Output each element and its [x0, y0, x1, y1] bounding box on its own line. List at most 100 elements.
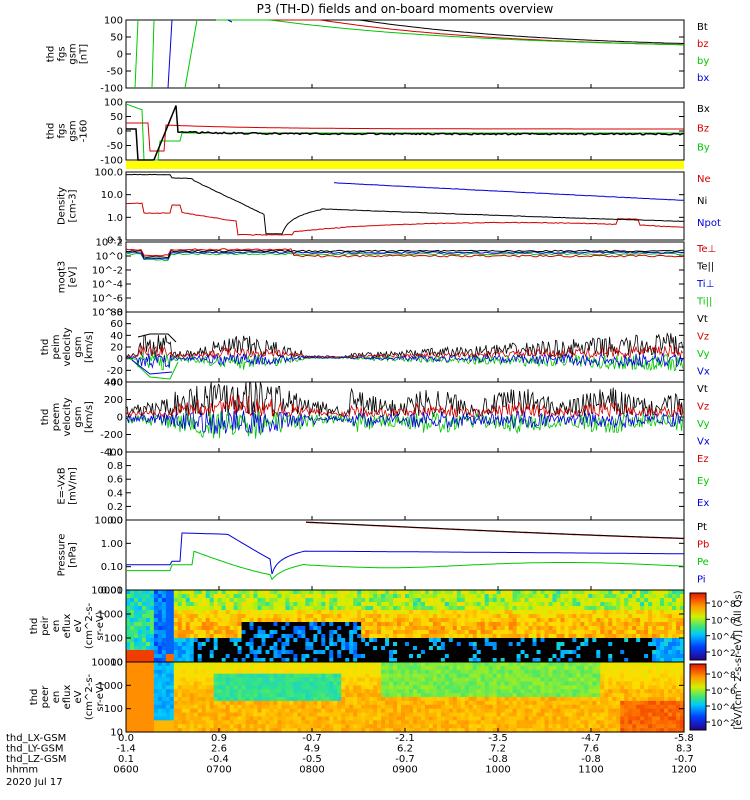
peir-heatmap-cell	[420, 650, 426, 655]
peir-heatmap-cell	[480, 610, 486, 615]
peer-heatmap-cell	[173, 685, 179, 690]
peer-heatmap-cell	[165, 677, 171, 683]
peir-heatmap-cell	[157, 630, 163, 635]
peir-heatmap-cell	[209, 638, 215, 643]
peir-heatmap-cell	[504, 642, 510, 647]
peer-heatmap-cell	[333, 728, 338, 733]
peer-heatmap-cell	[133, 724, 139, 729]
peer-heatmap-cell	[636, 685, 641, 690]
peer-heatmap-cell	[560, 724, 566, 729]
peir-heatmap-cell	[532, 618, 538, 623]
peer-heatmap-cell	[596, 700, 601, 706]
peir-heatmap-cell	[201, 634, 207, 639]
peir-heatmap-cell	[177, 602, 183, 607]
peir-heatmap-cell	[580, 590, 585, 595]
peir-heatmap-cell	[528, 638, 534, 643]
peer-heatmap-cell	[237, 716, 243, 721]
peer-heatmap-cell	[552, 720, 558, 725]
peir-heatmap-cell	[297, 630, 302, 635]
peir-heatmap-cell	[209, 634, 215, 639]
peir-heatmap-cell	[628, 634, 633, 639]
peer-heatmap-cell	[189, 673, 195, 679]
peer-heatmap-cell	[377, 720, 382, 725]
peir-heatmap-cell	[209, 642, 215, 647]
peir-heatmap-cell	[281, 606, 287, 611]
peir-heatmap-cell	[672, 654, 677, 659]
peir-heatmap-cell	[444, 642, 450, 647]
peer-heatmap-cell	[237, 728, 243, 733]
peer-heatmap-cell	[568, 669, 573, 675]
peer-heatmap-cell	[588, 708, 593, 714]
peir-heatmap-cell	[277, 654, 283, 659]
peir-heatmap-cell	[241, 598, 247, 603]
peer-heatmap-cell	[520, 662, 526, 667]
peir-heatmap-cell	[285, 594, 291, 599]
peir-heatmap-cell	[432, 642, 438, 647]
peir-heatmap-cell	[253, 658, 259, 663]
peir-heatmap-cell	[608, 602, 613, 607]
peir-heatmap-cell	[424, 634, 430, 639]
peir-heatmap-cell	[377, 594, 382, 599]
peer-heatmap-cell	[664, 677, 669, 683]
peir-heatmap-cell	[381, 626, 386, 631]
peir-heatmap-cell	[357, 602, 362, 607]
peir-heatmap-cell	[309, 626, 314, 631]
peir-heatmap-cell	[488, 654, 494, 659]
peir-heatmap-cell	[672, 646, 677, 651]
peir-heatmap-cell	[672, 602, 677, 607]
peir-heatmap-cell	[249, 590, 255, 595]
peir-heatmap-cell	[576, 610, 581, 615]
peir-heatmap-cell	[289, 590, 294, 595]
peir-heatmap-cell	[428, 658, 434, 663]
peer-heatmap-cell	[277, 697, 283, 702]
peer-heatmap-cell	[548, 708, 554, 714]
peir-heatmap-cell	[325, 610, 330, 615]
peir-heatmap-cell	[353, 590, 358, 595]
peer-heatmap-cell	[361, 704, 366, 710]
peer-heatmap-cell	[576, 689, 581, 694]
peer-heatmap-cell	[157, 685, 163, 690]
peir-heatmap-cell	[133, 630, 139, 635]
peir-heatmap-cell	[668, 638, 673, 643]
peer-heatmap-cell	[648, 716, 653, 721]
peer-heatmap-cell	[317, 681, 322, 686]
peir-heatmap-cell	[201, 614, 207, 619]
peer-heatmap-cell	[588, 712, 593, 718]
peir-heatmap-cell	[632, 650, 637, 655]
peir-heatmap-cell	[145, 610, 151, 615]
peer-heatmap-cell	[169, 720, 175, 725]
peer-heatmap-cell	[548, 697, 554, 702]
peer-heatmap-cell	[408, 681, 414, 686]
peir-heatmap-cell	[189, 658, 195, 663]
peer-heatmap-cell	[604, 673, 609, 679]
peir-heatmap-cell	[137, 634, 143, 639]
peer-heatmap-cell	[524, 720, 530, 725]
peir-heatmap-cell	[564, 638, 570, 643]
peer-heatmap-cell	[428, 685, 434, 690]
peir-heatmap-cell	[313, 646, 318, 651]
peir-heatmap-cell	[405, 618, 410, 623]
peir-heatmap-cell	[660, 610, 665, 615]
peer-heatmap-cell	[644, 669, 649, 675]
peir-heatmap-cell	[157, 654, 163, 659]
peer-heatmap-cell	[297, 712, 302, 718]
peir-heatmap-cell	[440, 626, 446, 631]
peer-heatmap-cell	[544, 693, 550, 698]
peer-heatmap-cell	[500, 712, 506, 718]
peir-heatmap-cell	[149, 634, 155, 639]
peir-heatmap-cell	[512, 610, 518, 615]
peer-heatmap-cell	[620, 712, 625, 718]
peer-heatmap-cell	[512, 704, 518, 710]
peir-heatmap-cell	[668, 610, 673, 615]
peer-heatmap-cell	[277, 728, 283, 733]
peir-heatmap-cell	[572, 590, 577, 595]
peer-heatmap-cell	[644, 665, 649, 671]
peer-heatmap-cell	[389, 669, 394, 675]
peir-heatmap-cell	[520, 614, 526, 619]
peir-heatmap-cell	[345, 630, 350, 635]
peer-heatmap-cell	[568, 716, 573, 721]
peir-heatmap-cell	[165, 610, 171, 615]
peer-heatmap-cell	[460, 677, 466, 683]
peer-heatmap-cell	[345, 681, 350, 686]
peer-heatmap-cell	[460, 728, 466, 733]
